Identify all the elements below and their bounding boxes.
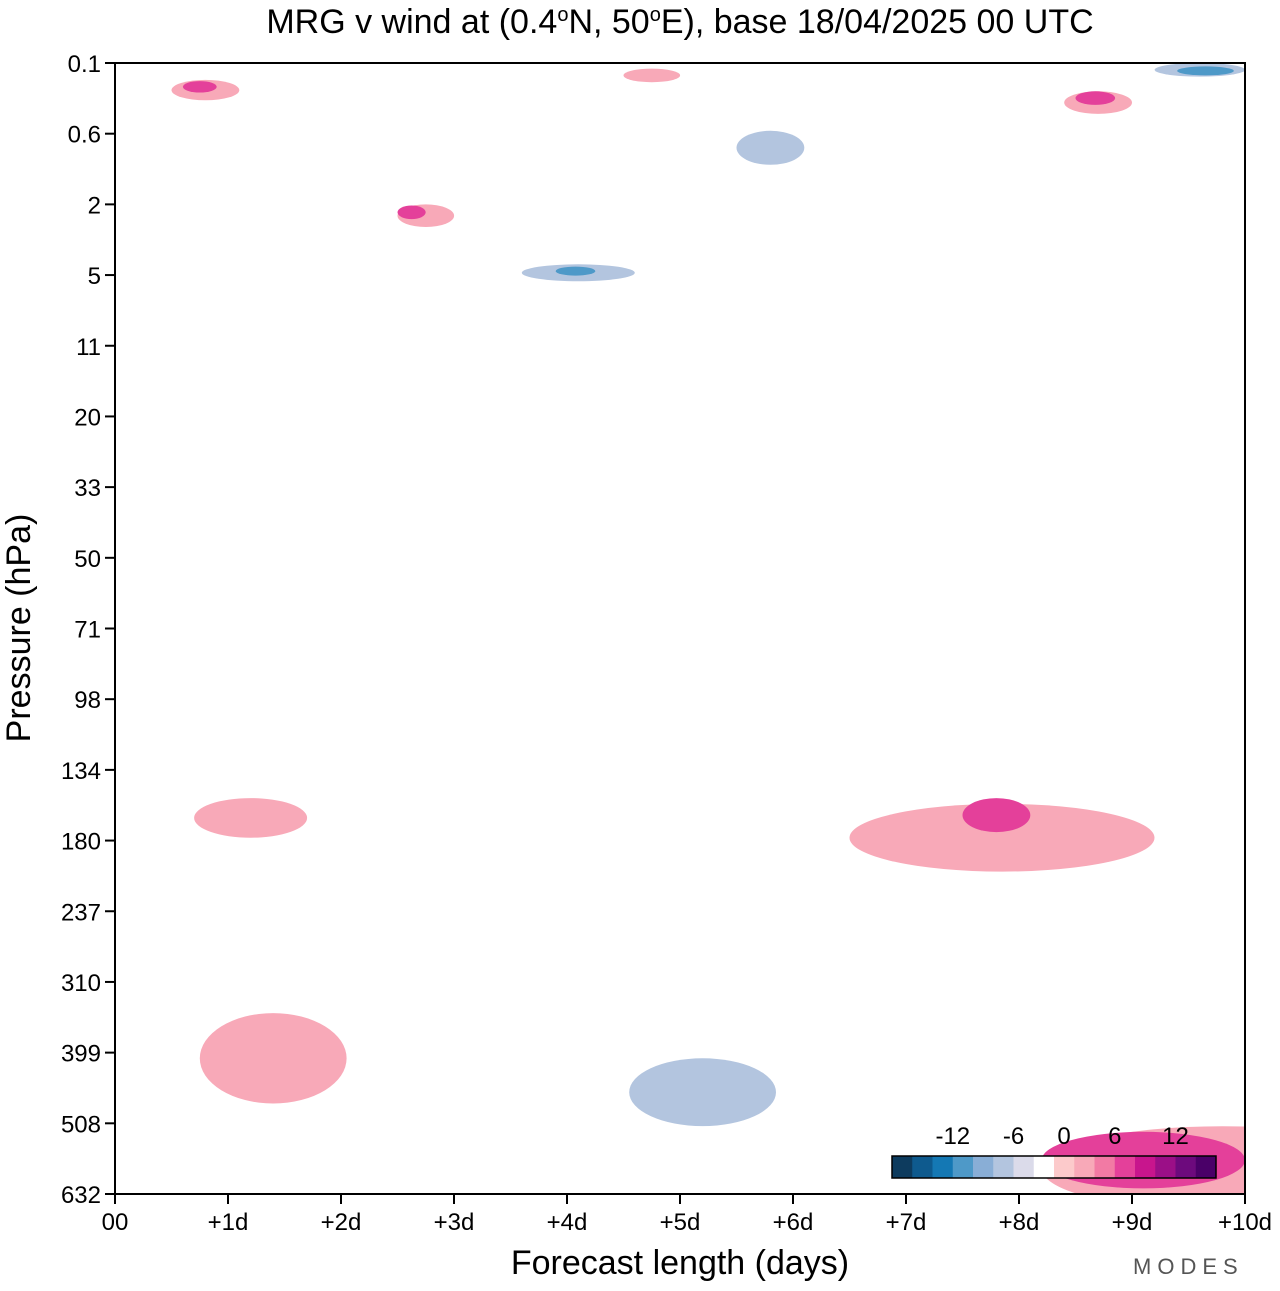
positive-wind-contour	[199, 1013, 347, 1104]
y-tick-label: 0.1	[68, 51, 101, 78]
colorbar-swatch	[912, 1156, 933, 1178]
y-tick-label: 632	[61, 1182, 101, 1209]
chart-title: MRG v wind at (0.4oN, 50oE), base 18/04/…	[266, 3, 1093, 41]
y-tick-label: 71	[74, 617, 101, 644]
colorbar-label: 12	[1162, 1123, 1189, 1150]
x-tick-label: 00	[102, 1209, 129, 1236]
y-axis-label: Pressure (hPa)	[0, 514, 38, 743]
colorbar-frame	[891, 1155, 1217, 1179]
y-tick-label: 5	[88, 263, 101, 290]
x-axis-label: Forecast length (days)	[511, 1244, 849, 1282]
y-tick-label: 508	[61, 1111, 101, 1138]
colorbar-swatch	[952, 1156, 974, 1178]
positive-wind-contour	[544, 91, 714, 126]
degree-superscript: o	[650, 4, 661, 26]
colorbar-label: -12	[935, 1123, 970, 1150]
title-part: MRG v wind at (0.4	[266, 3, 557, 41]
y-tick-label: 50	[74, 546, 101, 573]
negative-wind-contour	[1177, 66, 1234, 76]
colorbar-swatch	[993, 1156, 1014, 1178]
y-tick-label: 2	[88, 192, 101, 219]
colorbar-swatch	[1013, 1156, 1035, 1178]
negative-wind-contour	[555, 266, 596, 276]
y-tick-label: 11	[76, 334, 101, 361]
positive-wind-contour	[548, 1182, 620, 1194]
colorbar-swatch	[1074, 1156, 1095, 1178]
colorbar-swatch	[1094, 1156, 1116, 1178]
colorbar-swatch	[932, 1156, 954, 1178]
negative-wind-contour	[736, 130, 805, 165]
y-tick-label: 98	[74, 687, 101, 714]
colorbar-label: -6	[1003, 1123, 1024, 1150]
contour-fill-layer	[120, 63, 1245, 1194]
title-part: N, 50	[568, 3, 649, 41]
degree-superscript: o	[557, 4, 568, 26]
x-tick-label: +8d	[999, 1209, 1040, 1236]
x-axis: 00 +1d +2d +3d +4d +5d +6d +7d +8d +9d +10d	[102, 1194, 1272, 1236]
positive-wind-contour	[397, 205, 426, 220]
x-tick-label: +3d	[434, 1209, 475, 1236]
y-tick-label: 0.6	[68, 122, 101, 149]
colorbar-swatch	[892, 1156, 913, 1178]
title-part: E), base 18/04/2025 00 UTC	[661, 3, 1094, 41]
x-tick-label: +5d	[660, 1209, 701, 1236]
x-tick-label: +2d	[321, 1209, 362, 1236]
y-tick-label: 399	[61, 1041, 101, 1068]
y-tick-label: 20	[74, 404, 101, 431]
colorbar-swatch	[1114, 1156, 1136, 1178]
y-axis: 0.1 0.6 2 5 11 20 33 50 71 98 134 180 237 310 399 508 63…	[61, 51, 115, 1209]
negative-wind-contour	[120, 266, 155, 281]
positive-wind-contour	[894, 300, 1076, 352]
modes-watermark: MODES	[1133, 1254, 1244, 1279]
y-tick-label: 134	[61, 758, 101, 785]
negative-wind-contour	[465, 289, 534, 329]
colorbar-swatch	[973, 1156, 994, 1178]
colorbar-swatch	[1054, 1156, 1075, 1178]
positive-wind-contour	[1075, 91, 1116, 105]
positive-wind-contour	[962, 798, 1031, 833]
x-tick-label: +10d	[1218, 1209, 1272, 1236]
colorbar-swatch	[1135, 1156, 1156, 1178]
colorbar-swatch	[1033, 1156, 1055, 1178]
negative-wind-contour	[849, 187, 1087, 244]
y-tick-label: 310	[61, 970, 101, 997]
negative-wind-contour	[634, 402, 850, 434]
x-tick-label: +7d	[886, 1209, 927, 1236]
positive-wind-contour	[194, 798, 308, 838]
x-tick-label: +4d	[547, 1209, 588, 1236]
x-tick-label: +1d	[208, 1209, 249, 1236]
positive-wind-contour	[148, 159, 319, 205]
colorbar: -12 -6 0 6 12	[891, 1123, 1217, 1179]
y-tick-label: 33	[74, 475, 101, 502]
negative-wind-contour	[629, 1058, 776, 1127]
positive-wind-contour	[849, 803, 1155, 872]
y-tick-label: 237	[61, 899, 101, 926]
positive-wind-contour	[181, 1177, 275, 1194]
colorbar-label: 6	[1108, 1123, 1121, 1150]
colorbar-swatch	[1195, 1156, 1217, 1178]
positive-wind-contour	[182, 81, 217, 93]
x-tick-label: +6d	[773, 1209, 814, 1236]
negative-wind-contour	[634, 566, 1098, 612]
negative-wind-contour	[165, 685, 223, 753]
colorbar-swatch	[1175, 1156, 1197, 1178]
positive-wind-contour	[996, 94, 1200, 146]
y-tick-label: 180	[61, 829, 101, 856]
positive-wind-contour	[623, 68, 681, 83]
colorbar-swatch	[1155, 1156, 1176, 1178]
colorbar-label: 0	[1057, 1123, 1070, 1150]
x-tick-label: +9d	[1112, 1209, 1153, 1236]
